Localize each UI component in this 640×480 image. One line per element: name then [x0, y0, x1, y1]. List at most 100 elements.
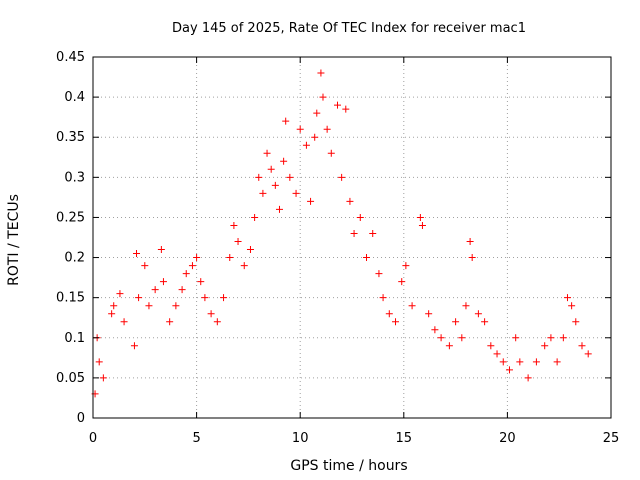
data-point [317, 69, 325, 77]
y-tick-label: 0.2 [64, 251, 85, 266]
data-point [178, 286, 186, 294]
y-tick-label: 0 [77, 411, 85, 426]
data-point [246, 246, 254, 254]
data-point [323, 125, 331, 133]
data-point [207, 310, 215, 318]
data-point [157, 246, 165, 254]
data-point [116, 290, 124, 298]
y-tick-label: 0.1 [64, 331, 85, 346]
data-point [578, 342, 586, 350]
y-tick-label: 0.05 [56, 371, 85, 386]
data-point [259, 189, 267, 197]
data-point [286, 173, 294, 181]
data-point [468, 254, 476, 262]
data-point [516, 358, 524, 366]
data-point [493, 350, 501, 358]
data-point [462, 302, 470, 310]
data-point [213, 318, 221, 326]
data-point [458, 334, 466, 342]
data-point [240, 262, 248, 270]
data-point [130, 342, 138, 350]
data-point [375, 270, 383, 278]
data-point [319, 93, 327, 101]
y-tick-label: 0.15 [56, 291, 85, 306]
chart-title: Day 145 of 2025, Rate Of TEC Index for r… [172, 21, 526, 36]
x-tick-label: 10 [292, 431, 309, 446]
data-point [408, 302, 416, 310]
grid-lines [93, 57, 611, 418]
data-point [572, 318, 580, 326]
y-tick-label: 0.3 [64, 170, 85, 185]
data-point [392, 318, 400, 326]
data-point [416, 213, 424, 221]
data-point [251, 213, 259, 221]
y-tick-label: 0.4 [64, 90, 85, 105]
data-point [466, 238, 474, 246]
x-tick-label: 0 [89, 431, 97, 446]
y-tick-label: 0.25 [56, 210, 85, 225]
data-point [307, 197, 315, 205]
plot-frame [92, 56, 612, 419]
x-tick-label: 5 [192, 431, 200, 446]
data-point [563, 294, 571, 302]
data-point [141, 262, 149, 270]
data-point [220, 294, 228, 302]
data-point [559, 334, 567, 342]
y-tick-label: 0.35 [56, 130, 85, 145]
data-point [398, 278, 406, 286]
data-point [568, 302, 576, 310]
data-point [356, 213, 364, 221]
data-point [505, 366, 513, 374]
data-point [431, 326, 439, 334]
data-point [197, 278, 205, 286]
data-point [172, 302, 180, 310]
data-point [385, 310, 393, 318]
data-point [135, 294, 143, 302]
data-point [108, 310, 116, 318]
data-point [99, 374, 107, 382]
data-point [282, 117, 290, 125]
data-point [271, 181, 279, 189]
data-point [338, 173, 346, 181]
axis-ticks: 0 0.05 0.1 0.15 0.2 0.25 0.3 0.35 0.4 0.45 0 5 10 15 2… [56, 50, 619, 446]
data-point [302, 141, 310, 149]
x-tick-label: 20 [499, 431, 516, 446]
data-point [346, 197, 354, 205]
data-point [452, 318, 460, 326]
x-axis-label: GPS time / hours [290, 458, 407, 474]
data-point [342, 105, 350, 113]
data-point [553, 358, 561, 366]
data-point [481, 318, 489, 326]
data-point [487, 342, 495, 350]
data-point [292, 189, 300, 197]
data-point [547, 334, 555, 342]
data-point [159, 278, 167, 286]
data-point [350, 229, 358, 237]
data-point [110, 302, 118, 310]
data-point [524, 374, 532, 382]
data-point [275, 205, 283, 213]
data-point [145, 302, 153, 310]
data-point [541, 342, 549, 350]
data-point [418, 221, 426, 229]
data-point [584, 350, 592, 358]
data-point [133, 250, 141, 258]
data-point [263, 149, 271, 157]
data-point [193, 254, 201, 262]
data-point [379, 294, 387, 302]
data-point [327, 149, 335, 157]
data-point [333, 101, 341, 109]
data-point [230, 221, 238, 229]
data-point [188, 262, 196, 270]
data-point [363, 254, 371, 262]
data-point [95, 358, 103, 366]
data-point [402, 262, 410, 270]
data-point [120, 318, 128, 326]
data-point [201, 294, 209, 302]
data-point [474, 310, 482, 318]
x-tick-label: 25 [603, 431, 620, 446]
data-point [226, 254, 234, 262]
data-point [512, 334, 520, 342]
data-point [182, 270, 190, 278]
